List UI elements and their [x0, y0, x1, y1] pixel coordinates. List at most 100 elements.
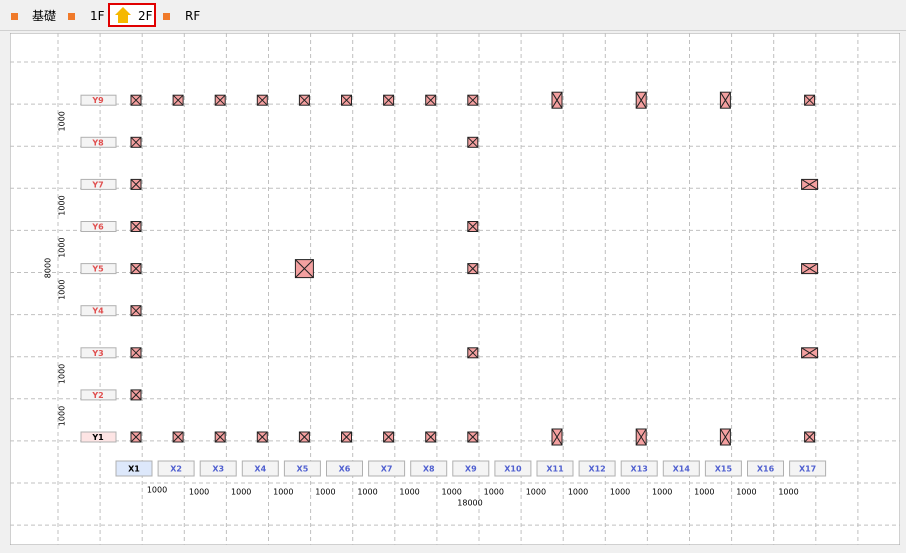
- column-cross: [256, 94, 268, 106]
- column-cross: [467, 221, 479, 232]
- column-cross: [214, 94, 226, 106]
- y-total: 8000: [44, 258, 53, 278]
- column-cross: [551, 428, 563, 446]
- y-label-box[interactable]: [80, 94, 117, 106]
- y-label-box[interactable]: [80, 347, 117, 359]
- y-label[interactable]: Y2: [91, 391, 103, 400]
- y-spacing: 1000: [58, 280, 67, 300]
- x-label[interactable]: X9: [465, 465, 477, 474]
- y-label-box[interactable]: [80, 431, 117, 443]
- y-label[interactable]: Y9: [91, 96, 104, 105]
- y-label[interactable]: Y4: [91, 307, 104, 316]
- x-total: 18000: [457, 499, 482, 508]
- x-label[interactable]: X4: [254, 465, 266, 474]
- x-label-box[interactable]: [410, 460, 448, 477]
- column-cross: [130, 94, 142, 106]
- x-label-box[interactable]: [620, 460, 658, 477]
- x-label-box[interactable]: [157, 460, 195, 477]
- x-label[interactable]: X16: [757, 465, 775, 474]
- x-label[interactable]: X11: [546, 465, 564, 474]
- x-spacing: 1000: [273, 488, 293, 497]
- x-label-box[interactable]: [241, 460, 279, 477]
- column-cross: [467, 94, 479, 106]
- column-cross: [130, 179, 142, 190]
- x-spacing: 1000: [442, 488, 462, 497]
- x-label-box[interactable]: [452, 460, 490, 477]
- column-cross: [341, 94, 352, 106]
- x-spacing: 1000: [652, 488, 672, 497]
- grid-canvas: Y1 Y2 Y3 Y4 Y5 Y6 Y7 Y8 Y9 X1 X2 X3 X4 X5 X6 X7 X8 X9 X10 X…: [10, 33, 900, 545]
- tab[interactable]: 2F: [138, 9, 153, 23]
- column-cross: [130, 389, 142, 401]
- y-label-box[interactable]: [80, 136, 117, 148]
- y-label-box[interactable]: [80, 389, 117, 401]
- x-label-box[interactable]: [789, 460, 827, 477]
- home-icon: [115, 7, 131, 23]
- y-spacing: 1000: [58, 364, 67, 384]
- tab[interactable]: 基礎: [32, 9, 57, 23]
- x-label[interactable]: X5: [297, 465, 309, 474]
- y-label-box[interactable]: [80, 263, 117, 275]
- x-label-box[interactable]: [536, 460, 574, 477]
- y-label-box[interactable]: [80, 178, 117, 190]
- x-label[interactable]: X2: [170, 465, 182, 474]
- column-cross: [130, 136, 142, 148]
- y-label-box[interactable]: [80, 221, 117, 232]
- x-label[interactable]: X13: [631, 465, 648, 474]
- x-label[interactable]: X10: [504, 465, 522, 474]
- tab[interactable]: 1F: [90, 9, 105, 23]
- x-label-box[interactable]: [578, 460, 616, 477]
- column-cross: [130, 347, 142, 359]
- y-label[interactable]: Y5: [91, 265, 104, 274]
- x-label-box[interactable]: [283, 460, 321, 477]
- x-label-box[interactable]: [747, 460, 784, 477]
- x-spacing: 1000: [610, 488, 630, 497]
- y-label[interactable]: Y1: [91, 433, 104, 442]
- x-label-box[interactable]: [704, 460, 742, 477]
- y-label[interactable]: Y3: [91, 349, 103, 358]
- x-label-box[interactable]: [115, 460, 153, 477]
- y-label[interactable]: Y7: [91, 180, 103, 189]
- tab-icon: [163, 13, 170, 20]
- x-label-box[interactable]: [326, 460, 363, 477]
- y-label[interactable]: Y6: [91, 223, 104, 232]
- column-cross: [130, 305, 142, 317]
- column-cross: [295, 259, 314, 278]
- x-label[interactable]: X3: [212, 465, 224, 474]
- x-label-box[interactable]: [662, 460, 700, 477]
- column-cross: [467, 431, 479, 443]
- column-cross: [635, 428, 647, 446]
- canvas-bg: [10, 33, 900, 545]
- x-label[interactable]: X15: [715, 465, 733, 474]
- column-cross: [719, 91, 731, 109]
- column-cross: [804, 431, 815, 443]
- x-spacing: 1000: [399, 488, 419, 497]
- x-label-box[interactable]: [494, 460, 532, 477]
- x-spacing: 1000: [231, 488, 251, 497]
- column-cross: [801, 178, 818, 190]
- x-spacing: 1000: [694, 488, 714, 497]
- column-cross: [130, 263, 142, 274]
- y-spacing: 1000: [58, 111, 67, 131]
- column-cross: [467, 347, 479, 359]
- x-label[interactable]: X1: [128, 465, 140, 474]
- x-label[interactable]: X7: [381, 465, 393, 474]
- x-label[interactable]: X6: [339, 465, 351, 474]
- y-spacing: 1000: [58, 406, 67, 426]
- tab-icon: [68, 13, 75, 20]
- column-cross: [804, 94, 815, 106]
- y-label-box[interactable]: [80, 305, 117, 317]
- x-label[interactable]: X14: [673, 465, 691, 474]
- x-spacing: 1000: [568, 488, 588, 497]
- x-label[interactable]: X17: [799, 465, 816, 474]
- x-spacing: 1000: [357, 488, 377, 497]
- x-label[interactable]: X8: [423, 465, 435, 474]
- tab-icon: [11, 13, 18, 20]
- x-label-box[interactable]: [199, 460, 237, 477]
- tab[interactable]: RF: [185, 9, 201, 23]
- x-spacing: 1000: [526, 488, 546, 497]
- x-label[interactable]: X12: [588, 465, 605, 474]
- y-label[interactable]: Y8: [91, 138, 104, 147]
- x-label-box[interactable]: [368, 460, 406, 477]
- column-cross: [383, 431, 394, 443]
